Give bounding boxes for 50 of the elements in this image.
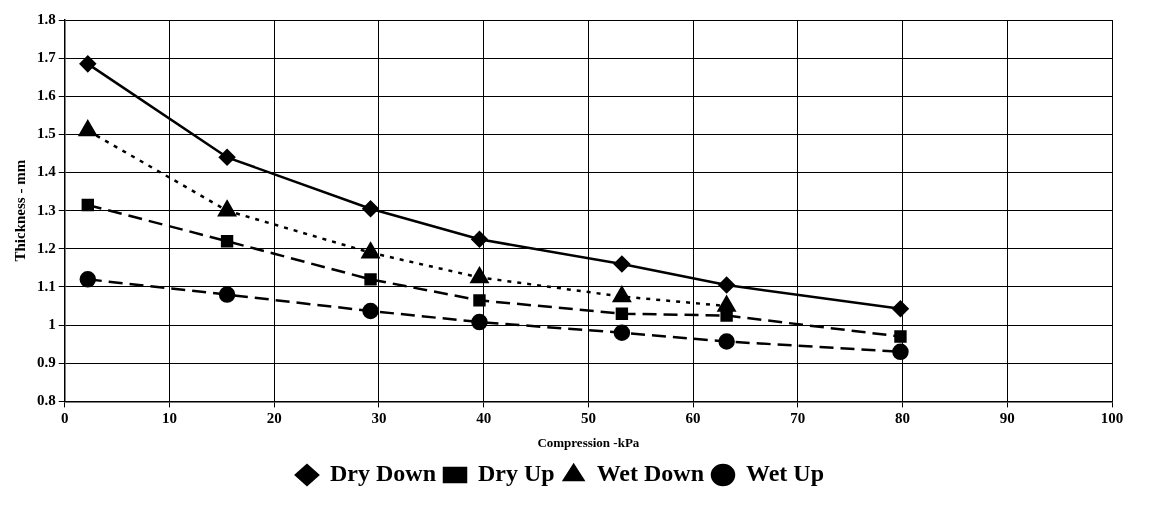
point (718, 333, 735, 350)
legend-label: Dry Down (330, 460, 436, 487)
point (220, 235, 234, 248)
y-tick-label: 1.4 (37, 163, 57, 180)
point (718, 276, 735, 294)
y-axis-title: Thickness - mm (11, 159, 28, 262)
point (471, 231, 488, 248)
y-tick-label: 1.1 (37, 277, 56, 294)
point (218, 149, 236, 166)
x-tick-label: 0 (61, 410, 69, 427)
point (362, 200, 379, 218)
x-tick-label: 10 (161, 410, 177, 427)
x-tick-label: 90 (999, 410, 1015, 427)
point (79, 55, 97, 73)
point (892, 300, 909, 317)
y-tick-label: 1.2 (37, 239, 56, 256)
point (79, 271, 97, 288)
x-tick-label: 50 (580, 410, 596, 427)
legend-label: Wet Up (746, 460, 824, 487)
y-tick-label: 0.8 (37, 392, 56, 409)
x-tick-label: 60 (685, 410, 701, 427)
point (894, 330, 907, 343)
y-tick-label: 0.9 (37, 354, 56, 371)
point (81, 198, 94, 212)
y-tick-label: 1.3 (37, 201, 56, 218)
point (362, 302, 379, 320)
point (613, 255, 631, 273)
legend-label: Dry Up (478, 460, 555, 487)
y-tick-label: 1.7 (37, 49, 57, 66)
point (471, 313, 488, 331)
x-tick-label: 20 (266, 410, 282, 427)
legend-label: Wet Down (596, 460, 705, 487)
y-tick-label: 1.6 (37, 87, 57, 104)
x-axis-title: Compression -kPa (537, 434, 640, 450)
x-tick-label: 70 (790, 410, 806, 427)
y-tick-label: 1.5 (37, 125, 56, 142)
y-tick-label: 1 (48, 315, 56, 332)
x-tick-label: 40 (476, 410, 492, 427)
point (892, 343, 909, 361)
point (473, 294, 486, 307)
point (613, 324, 631, 341)
point (470, 267, 489, 284)
y-tick-label: 1.8 (37, 10, 56, 27)
point (612, 286, 631, 303)
x-tick-label: 80 (895, 410, 911, 427)
x-tick-label: 100 (1100, 410, 1124, 427)
point (218, 286, 236, 303)
point (615, 307, 629, 320)
x-tick-label: 30 (371, 410, 387, 427)
point (364, 273, 377, 286)
